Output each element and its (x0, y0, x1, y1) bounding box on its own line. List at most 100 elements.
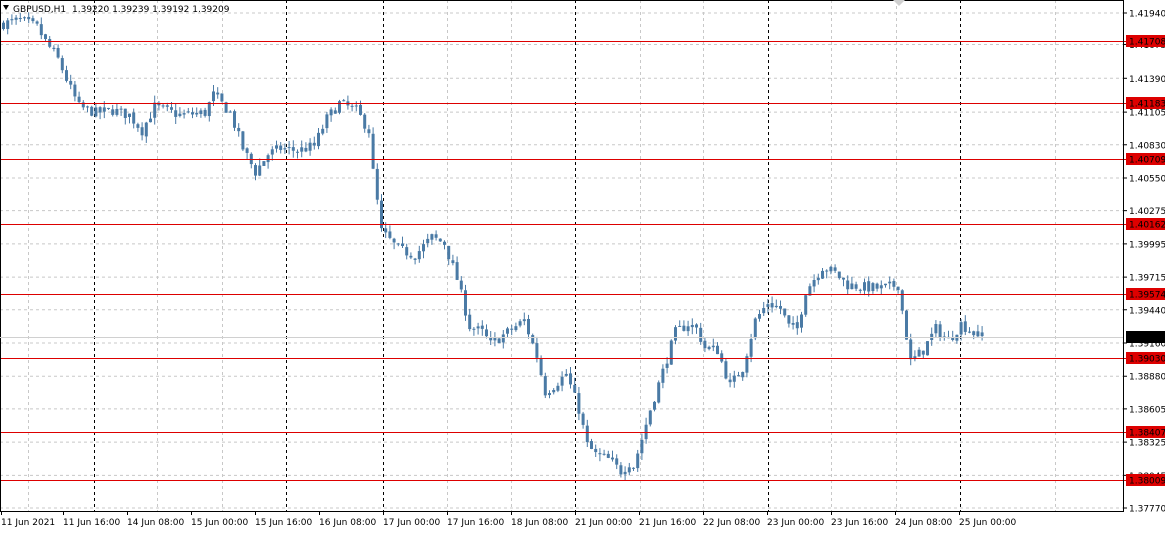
level-price-label: 1.39574 (1129, 291, 1165, 301)
candle-body (216, 92, 220, 95)
candle-body (699, 327, 703, 342)
candle-body (27, 16, 31, 20)
candle-body (254, 165, 257, 176)
candle-body (913, 356, 917, 359)
candle-body (287, 147, 291, 149)
candle-body (430, 234, 434, 240)
candle-body (98, 107, 102, 113)
price-tick-label: 1.39995 (1129, 240, 1165, 250)
price-tick-label: 1.41390 (1129, 75, 1165, 85)
candle-body (359, 104, 362, 115)
candle-body (522, 319, 526, 322)
candle-body (464, 290, 467, 316)
level-price-label: 1.41708 (1129, 38, 1165, 48)
candle-body (606, 453, 610, 458)
candle-body (594, 448, 598, 453)
candle-body (212, 91, 215, 102)
candle-body (514, 326, 518, 331)
level-price-tag (1126, 288, 1165, 300)
time-tick-label: 21 Jun 16:00 (639, 518, 696, 528)
candle-body (165, 105, 169, 107)
candle-body (157, 102, 161, 106)
candle-body (741, 371, 745, 378)
candle-body (770, 303, 774, 308)
candle-body (728, 379, 732, 383)
candle-body (678, 325, 682, 327)
candle-body (703, 340, 707, 349)
candle-body (636, 453, 640, 469)
candle-body (548, 393, 551, 396)
candle-body (123, 108, 127, 118)
candle-body (804, 295, 808, 315)
candle-body (413, 258, 417, 260)
candle-body (800, 314, 803, 328)
candle-body (745, 356, 749, 373)
candle-body (787, 315, 791, 324)
candle-body (417, 251, 421, 260)
candle-body (846, 280, 850, 290)
candle-body (808, 286, 812, 296)
candle-body (795, 322, 799, 329)
candle-body (644, 424, 648, 440)
candle-body (867, 281, 871, 292)
candle-body (753, 318, 757, 339)
candle-body (186, 111, 190, 113)
candle-body (371, 133, 375, 169)
candle-body (44, 34, 47, 40)
candle-body (577, 393, 581, 414)
price-tick-label: 1.39715 (1129, 274, 1165, 284)
triangle-down-icon[interactable] (3, 5, 9, 10)
candle-body (619, 465, 623, 475)
candle-body (762, 308, 766, 314)
candle-body (153, 102, 157, 118)
candle-body (493, 337, 497, 341)
candle-body (128, 113, 131, 117)
candle-body (350, 105, 354, 107)
candle-body (342, 100, 346, 102)
candle-body (766, 304, 770, 307)
time-tick-label: 16 Jun 08:00 (319, 518, 376, 528)
price-tick-label: 1.38880 (1129, 373, 1165, 383)
time-tick-label: 21 Jun 00:00 (575, 518, 632, 528)
candle-body (60, 58, 64, 71)
candle-body (896, 286, 900, 291)
candle-body (501, 334, 505, 343)
candle-body (23, 17, 26, 19)
price-tick-label: 1.38325 (1129, 439, 1165, 449)
level-price-tag (1126, 153, 1165, 165)
candle-body (560, 376, 564, 386)
candle-body (749, 339, 753, 357)
candle-body (674, 327, 677, 341)
candle-body (695, 324, 698, 328)
candle-body (262, 161, 266, 166)
time-tick-label: 17 Jun 00:00 (383, 518, 440, 528)
chart-shift-marker[interactable] (893, 0, 905, 6)
current-price-label: 1.39209 (1129, 334, 1165, 344)
candle-body (300, 147, 304, 152)
candle-body (73, 84, 77, 97)
candle-body (879, 285, 883, 289)
candle-body (690, 324, 694, 328)
candle-body (304, 147, 308, 152)
candle-body (648, 410, 652, 425)
candle-body (951, 337, 955, 340)
candle-body (338, 101, 341, 113)
time-tick-label: 11 Jun 2021 (1, 518, 55, 528)
candle-body (707, 346, 711, 350)
candle-body (518, 321, 522, 326)
candle-body (556, 385, 560, 391)
candle-body (976, 331, 980, 337)
candle-body (291, 147, 295, 151)
candle-body (875, 283, 879, 289)
candle-body (405, 247, 409, 256)
candle-body (716, 345, 719, 355)
candle-body (959, 322, 963, 335)
candle-body (476, 326, 480, 329)
candle-body (615, 458, 619, 465)
candle-body (884, 283, 887, 286)
candle-body (207, 102, 211, 117)
candle-body (825, 270, 829, 272)
candle-body (237, 127, 241, 132)
